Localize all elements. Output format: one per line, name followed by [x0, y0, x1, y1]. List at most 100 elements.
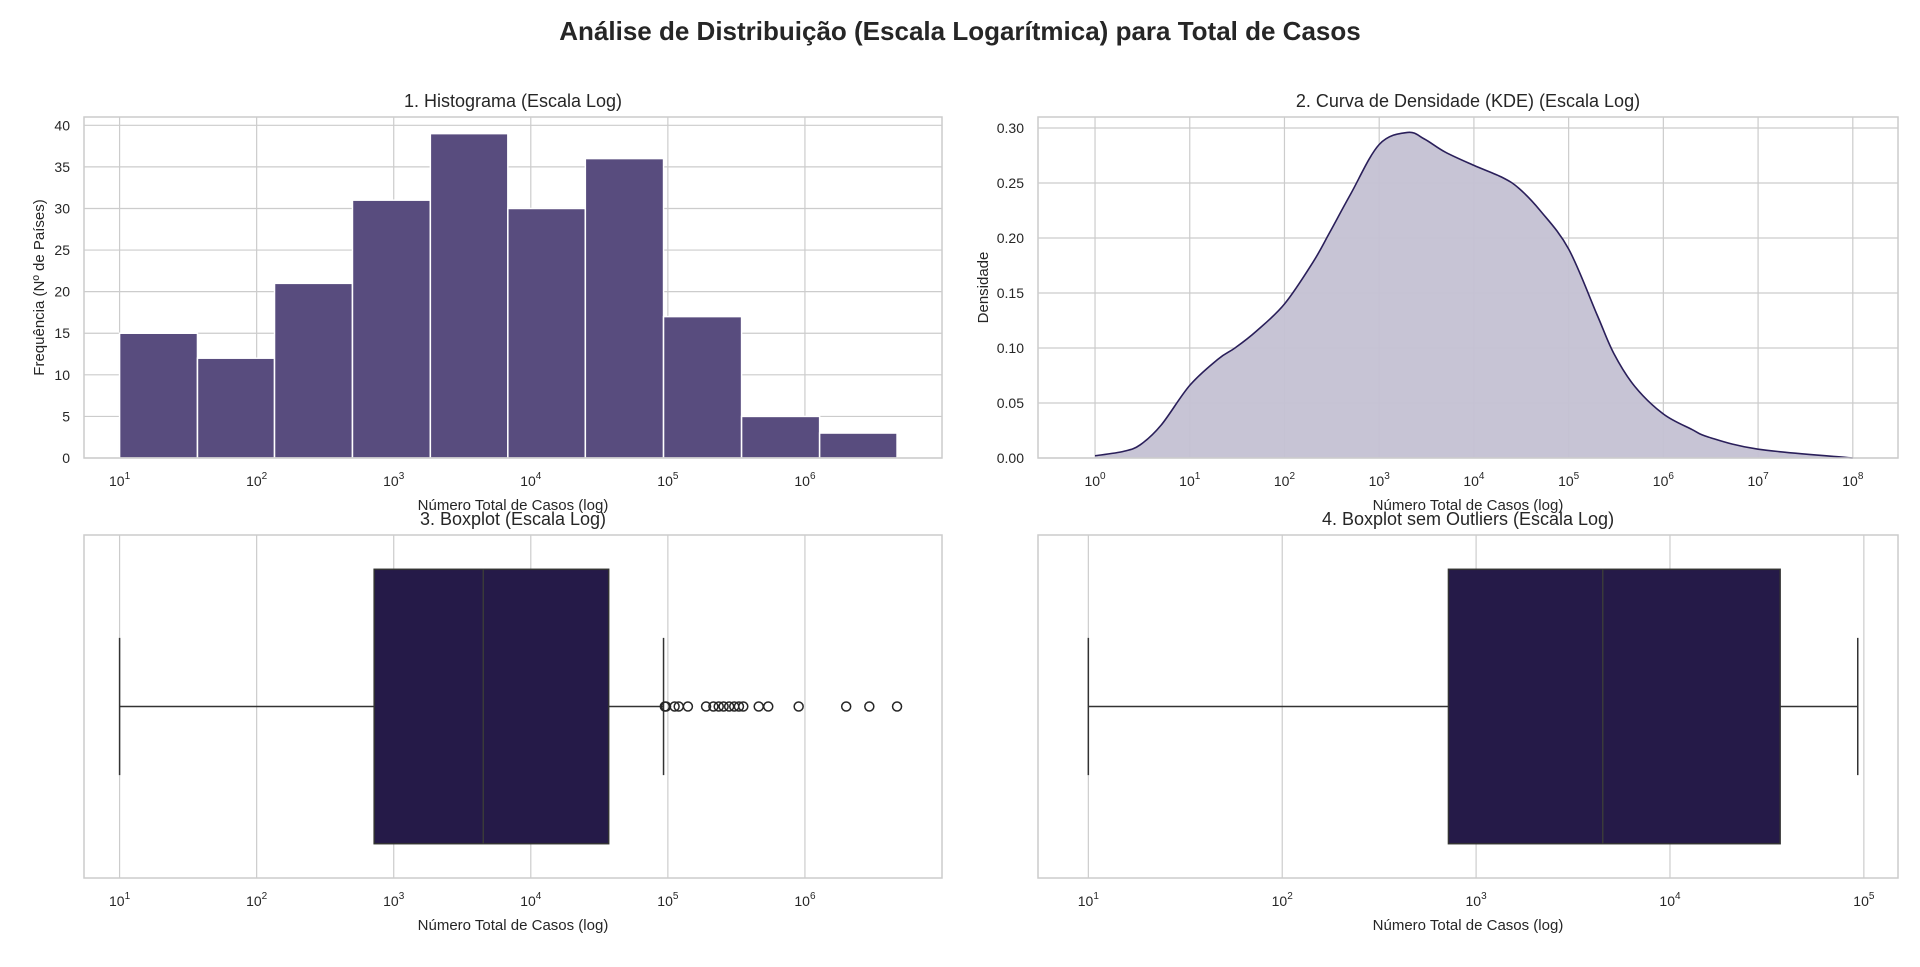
x-tick-exponent: 6: [1668, 471, 1674, 482]
x-tick-base: 10: [1653, 473, 1669, 489]
y-tick-label: 0: [62, 450, 70, 466]
x-tick-label: 104: [520, 891, 542, 909]
x-tick-label: 105: [657, 471, 679, 489]
axes-frame: [83, 116, 943, 459]
x-tick-base: 10: [794, 473, 810, 489]
y-axis-label: Densidade: [975, 252, 992, 324]
box-iqr: [373, 568, 610, 845]
x-tick-base: 10: [520, 893, 536, 909]
x-tick-exponent: 6: [810, 471, 816, 482]
x-tick-label: 102: [1272, 891, 1294, 909]
y-tick-label: 15: [54, 325, 70, 341]
x-tick-exponent: 4: [536, 471, 542, 482]
histogram-bar: [273, 282, 354, 459]
outlier-point: [864, 701, 875, 712]
x-tick-exponent: 2: [262, 891, 268, 902]
x-tick-base: 10: [246, 893, 262, 909]
x-tick-label: 103: [383, 471, 405, 489]
outlier-point: [733, 701, 745, 712]
outlier-point: [700, 701, 712, 712]
kde-area: [1095, 132, 1853, 459]
x-tick-exponent: 8: [1858, 471, 1864, 482]
axes-title: 4. Boxplot sem Outliers (Escala Log): [1322, 509, 1614, 529]
x-tick-base: 10: [383, 893, 399, 909]
x-tick-label: 103: [383, 891, 405, 909]
x-tick-label: 106: [794, 471, 816, 489]
x-tick-base: 10: [520, 473, 536, 489]
y-tick-label: 30: [54, 200, 70, 216]
x-tick-label: 104: [520, 471, 542, 489]
x-tick-exponent: 3: [399, 471, 405, 482]
x-tick-label: 100: [1084, 471, 1106, 489]
x-tick-label: 101: [1078, 891, 1100, 909]
y-tick-label: 20: [54, 284, 70, 300]
axes-frame: [1037, 534, 1899, 879]
outlier-point: [793, 701, 804, 712]
histogram-bar: [507, 207, 587, 459]
x-tick-exponent: 3: [1481, 891, 1487, 902]
x-tick-label: 104: [1463, 471, 1485, 489]
y-tick-label: 25: [54, 242, 70, 258]
x-axis-label: Número Total de Casos (log): [418, 497, 609, 514]
x-tick-label: 106: [1653, 471, 1675, 489]
histogram-bar: [662, 315, 743, 459]
x-tick-exponent: 5: [673, 891, 679, 902]
x-tick-base: 10: [1659, 893, 1675, 909]
x-tick-label: 102: [246, 891, 268, 909]
x-tick-exponent: 1: [125, 891, 131, 902]
x-tick-base: 10: [1274, 473, 1290, 489]
axes-title: 2. Curva de Densidade (KDE) (Escala Log): [1296, 91, 1640, 111]
x-tick-exponent: 0: [1100, 471, 1106, 482]
x-tick-base: 10: [1853, 893, 1869, 909]
x-tick-exponent: 5: [1574, 471, 1580, 482]
x-tick-exponent: 3: [399, 891, 405, 902]
x-tick-base: 10: [246, 473, 262, 489]
x-tick-label: 108: [1842, 471, 1864, 489]
histogram-bar: [584, 157, 665, 459]
y-tick-label: 0.30: [997, 120, 1024, 136]
y-tick-label: 0.05: [997, 395, 1024, 411]
x-tick-base: 10: [1078, 893, 1094, 909]
x-tick-exponent: 2: [1287, 891, 1293, 902]
histogram-bar: [429, 132, 509, 459]
x-tick-exponent: 2: [262, 471, 268, 482]
x-tick-base: 10: [1463, 473, 1479, 489]
x-tick-exponent: 5: [673, 471, 679, 482]
x-tick-label: 102: [1274, 471, 1296, 489]
x-tick-exponent: 1: [1195, 471, 1201, 482]
x-tick-base: 10: [1084, 473, 1100, 489]
outlier-point: [753, 701, 764, 712]
y-axis-label: Frequência (Nº de Países): [31, 199, 48, 375]
x-tick-base: 10: [1369, 473, 1385, 489]
x-tick-exponent: 1: [125, 471, 131, 482]
x-tick-exponent: 5: [1869, 891, 1875, 902]
y-tick-label: 0.10: [997, 340, 1024, 356]
outlier-point: [738, 701, 749, 712]
x-tick-label: 107: [1748, 471, 1770, 489]
axes-title: 3. Boxplot (Escala Log): [420, 509, 606, 529]
x-tick-label: 102: [246, 471, 268, 489]
y-tick-label: 0.15: [997, 285, 1024, 301]
outlier-point: [682, 701, 694, 712]
histogram-bar: [118, 332, 199, 459]
axes-title: 1. Histograma (Escala Log): [404, 91, 622, 111]
y-tick-label: 5: [62, 408, 70, 424]
outlier-point: [840, 701, 852, 712]
axes-frame: [1037, 116, 1899, 459]
x-tick-label: 105: [657, 891, 679, 909]
box-iqr: [1447, 568, 1781, 845]
y-tick-label: 0.20: [997, 230, 1024, 246]
histogram-bar: [740, 415, 821, 459]
x-tick-exponent: 7: [1763, 471, 1769, 482]
x-tick-label: 104: [1659, 891, 1681, 909]
x-tick-base: 10: [109, 893, 125, 909]
figure-title: Análise de Distribuição (Escala Logarítm…: [559, 16, 1360, 46]
y-tick-label: 0.25: [997, 175, 1024, 191]
x-tick-label: 101: [109, 471, 131, 489]
x-tick-base: 10: [1842, 473, 1858, 489]
x-tick-label: 101: [1179, 471, 1201, 489]
